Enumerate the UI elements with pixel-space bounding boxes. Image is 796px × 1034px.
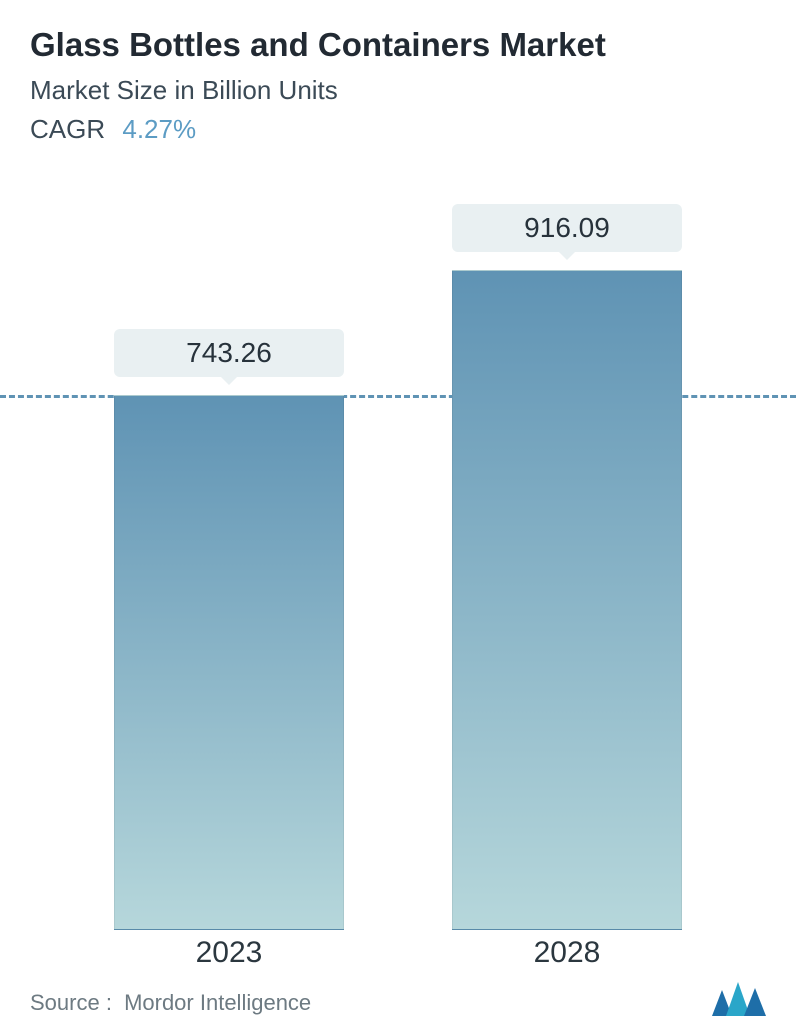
bar	[114, 395, 344, 930]
x-axis-label: 2028	[452, 936, 682, 970]
value-badge: 916.09	[452, 204, 682, 252]
bar-group-0: 743.26	[114, 395, 344, 930]
source-name: Mordor Intelligence	[124, 990, 311, 1015]
cagr-value: 4.27%	[122, 114, 196, 144]
source-label: Source :	[30, 990, 112, 1015]
chart-area: 743.26 916.09	[0, 210, 796, 930]
value-badge: 743.26	[114, 329, 344, 377]
bar	[452, 270, 682, 930]
chart-title: Glass Bottles and Containers Market	[30, 24, 766, 65]
cagr-label: CAGR	[30, 114, 105, 144]
x-axis-label: 2023	[114, 936, 344, 970]
x-axis: 2023 2028	[0, 936, 796, 970]
header: Glass Bottles and Containers Market Mark…	[0, 0, 796, 145]
cagr-row: CAGR 4.27%	[30, 114, 766, 145]
bars-wrap: 743.26 916.09	[0, 210, 796, 930]
bar-group-1: 916.09	[452, 270, 682, 930]
chart-subtitle: Market Size in Billion Units	[30, 75, 766, 106]
source-text: Source : Mordor Intelligence	[30, 990, 311, 1016]
brand-logo-icon	[712, 982, 766, 1016]
footer: Source : Mordor Intelligence	[30, 982, 766, 1016]
